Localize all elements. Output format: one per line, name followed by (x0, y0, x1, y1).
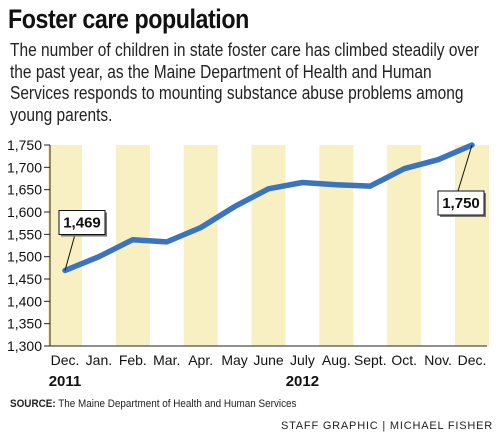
callouts: 1,469 1,750 (58, 144, 486, 271)
x-tick-label: June (253, 352, 284, 368)
source-note: SOURCE: The Maine Department of Health a… (10, 398, 297, 410)
year-label: 2011 (49, 373, 82, 390)
x-tick-label: Feb. (119, 352, 147, 368)
x-tick-label: Jan. (86, 352, 112, 368)
band-8 (319, 145, 354, 346)
y-tick-label: 1,600 (7, 204, 42, 220)
callout-box (437, 190, 485, 216)
y-tick-label: 1,750 (7, 137, 42, 153)
y-tick-label: 1,300 (7, 338, 42, 354)
callout-label: 1,469 (63, 215, 101, 232)
chart-title: Foster care population (8, 4, 249, 34)
y-axis: 1,300 1,350 1,400 1,450 1,500 1,550 1,600 1,650… (7, 137, 51, 354)
x-tick-label: Oct. (391, 352, 417, 368)
band-0 (48, 145, 82, 346)
x-tick-label: Aug. (322, 352, 351, 368)
callout-leader (64, 234, 76, 271)
y-tick-label: 1,650 (7, 182, 42, 198)
year-label: 2012 (286, 373, 319, 390)
x-tick-label: Nov. (424, 352, 452, 368)
band-6 (251, 145, 286, 346)
y-tick-label: 1,350 (7, 316, 42, 332)
y-tick-label: 1,550 (7, 226, 42, 242)
y-tick-label: 1,700 (7, 159, 42, 175)
x-tick-label: Dec. (458, 352, 487, 368)
y-tick-label: 1,400 (7, 293, 42, 309)
x-tick-label: Sept. (354, 352, 387, 368)
band-4 (183, 145, 218, 346)
band-12 (455, 145, 489, 346)
source-text: The Maine Department of Health and Human… (58, 398, 297, 410)
source-label: SOURCE: (10, 398, 56, 410)
x-tick-label: Mar. (153, 352, 180, 368)
band-10 (387, 145, 422, 346)
callout-label: 1,750 (442, 195, 480, 212)
x-tick-label: July (290, 352, 315, 368)
x-tick-label: Dec. (51, 352, 80, 368)
x-axis: Dec. Jan. Feb. Mar. Apr. May June July Aug. Sept.… (49, 345, 487, 390)
chart-subtitle: The number of children in state foster c… (10, 40, 479, 125)
x-tick-label: Apr. (188, 352, 213, 368)
staff-credit: STAFF GRAPHIC | MICHAEL FISHER (280, 420, 493, 432)
callout-leader (457, 144, 473, 192)
callout-box (58, 210, 106, 236)
shaded-bands (48, 145, 489, 346)
y-tick-label: 1,450 (7, 271, 42, 287)
y-tick-label: 1,500 (7, 249, 42, 265)
x-tick-label: May (221, 352, 247, 368)
